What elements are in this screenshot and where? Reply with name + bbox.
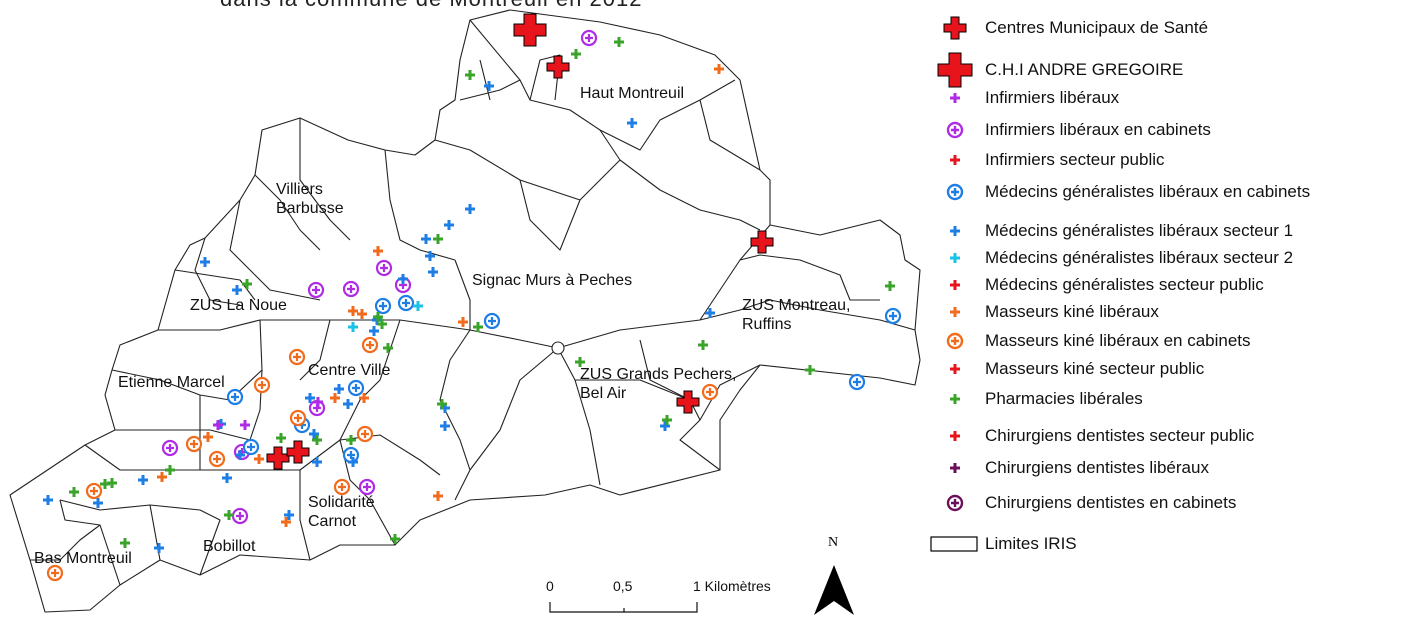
north-letter: N xyxy=(828,535,839,550)
nurse-cabinet-marker xyxy=(580,29,598,47)
gp-cabinet-marker xyxy=(374,297,392,315)
gp-cabinet-marker xyxy=(397,294,415,312)
physio-cabinet-marker xyxy=(46,564,64,582)
cross-icon xyxy=(950,394,960,404)
iris-boundaries-map xyxy=(9,9,921,613)
cross-icon xyxy=(950,463,960,473)
legend-item-mg-cabinets: Médecins généralistes libéraux en cabine… xyxy=(925,180,1310,204)
ring-cross-icon xyxy=(946,121,964,139)
area-label-etienne-marcel: Etienne Marcel xyxy=(118,374,225,391)
area-label-zus-montreau: ZUS Montreau, Ruffins xyxy=(742,297,851,333)
physio-cabinet-marker xyxy=(185,435,203,453)
legend-item-mg-secteur2: Médecins généralistes libéraux secteur 2 xyxy=(925,246,1293,270)
gp-cabinet-marker xyxy=(226,388,244,406)
legend-item-limites-iris: Limites IRIS xyxy=(925,532,1077,556)
gp-sector1-markers xyxy=(43,81,715,553)
health-centre-marker xyxy=(266,446,290,470)
legend-item-kine-cabinets: Masseurs kiné libéraux en cabinets xyxy=(925,329,1251,353)
cross-icon xyxy=(950,280,960,290)
legend-item-kine-public: Masseurs kiné secteur public xyxy=(925,357,1204,381)
physio-cabinet-marker xyxy=(253,376,271,394)
gp-cabinet-marker xyxy=(347,379,365,397)
map-panel: dans la commune de Montreuil en 2012 xyxy=(9,0,921,617)
cross-icon xyxy=(950,364,960,374)
physio-cabinet-marker xyxy=(333,478,351,496)
legend-item-centres-sante: Centres Municipaux de Santé xyxy=(925,16,1208,40)
scale-tick-0: 0 xyxy=(546,578,554,594)
legend-item-infirmiers-cabinets: Infirmiers libéraux en cabinets xyxy=(925,118,1211,142)
physio-cabinet-marker xyxy=(289,409,307,427)
huge-red-cross-icon xyxy=(937,52,973,88)
ring-cross-icon xyxy=(946,494,964,512)
big-red-cross-icon xyxy=(943,16,967,40)
legend-item-mg-secteur1: Médecins généralistes libéraux secteur 1 xyxy=(925,219,1293,243)
health-centre-marker xyxy=(750,230,774,254)
gp-cabinet-marker xyxy=(242,438,260,456)
physio-cabinet-marker xyxy=(208,450,226,468)
health-centre-marker xyxy=(546,55,570,79)
area-label-solidarite-carnot: Solidarité Carnot xyxy=(308,494,375,530)
nurse-cabinet-marker xyxy=(358,478,376,496)
north-arrow: N xyxy=(812,535,858,615)
pharmacy-markers xyxy=(69,37,895,548)
nurse-cabinet-marker xyxy=(375,259,393,277)
iris-boundary-icon xyxy=(930,536,978,552)
cross-icon xyxy=(950,307,960,317)
nurse-cabinet-marker xyxy=(161,439,179,457)
physio-cabinet-marker xyxy=(85,482,103,500)
area-label-bobillot: Bobillot xyxy=(203,538,256,555)
ring-cross-icon xyxy=(946,183,964,201)
cross-icon xyxy=(950,155,960,165)
legend-item-kine-liberaux: Masseurs kiné libéraux xyxy=(925,300,1159,324)
health-centre-marker xyxy=(286,440,310,464)
legend-item-dentistes-public: Chirurgiens dentistes secteur public xyxy=(925,424,1254,448)
gp-cabinet-marker xyxy=(848,373,866,391)
physio-liberal-markers xyxy=(157,64,724,527)
legend-item-infirmiers-liberaux: Infirmiers libéraux xyxy=(925,86,1119,110)
hospital-marker xyxy=(513,13,547,47)
area-label-centre-ville: Centre Ville xyxy=(308,362,391,379)
gp-cabinet-marker xyxy=(483,312,501,330)
gp-cabinet-marker xyxy=(884,307,902,325)
physio-cabinet-marker xyxy=(356,425,374,443)
cross-icon xyxy=(950,431,960,441)
legend-item-mg-public: Médecins généralistes secteur public xyxy=(925,273,1264,297)
map-title-partial: dans la commune de Montreuil en 2012 xyxy=(220,0,642,12)
ring-cross-icon xyxy=(946,332,964,350)
nurse-liberal-markers xyxy=(213,397,323,430)
scale-tick-1: 1 Kilomètres xyxy=(693,578,771,594)
area-label-signac: Signac Murs à Peches xyxy=(472,272,633,289)
gp-sector2-markers xyxy=(348,301,423,332)
area-label-villiers-barbusse: Villiers Barbusse xyxy=(276,181,344,217)
area-label-bas-montreuil: Bas Montreuil xyxy=(34,550,132,567)
physio-cabinet-marker xyxy=(288,348,306,366)
nurse-cabinet-marker xyxy=(342,280,360,298)
area-label-haut-montreuil: Haut Montreuil xyxy=(580,85,685,102)
legend-item-chi: C.H.I ANDRE GREGOIRE xyxy=(925,52,1183,88)
roundabout-marker xyxy=(551,341,565,355)
scale-bar: 0 0,5 1 Kilomètres xyxy=(540,572,800,617)
legend-item-pharmacies: Pharmacies libérales xyxy=(925,387,1143,411)
legend: Centres Municipaux de Santé C.H.I ANDRE … xyxy=(925,0,1419,617)
area-label-zus-la-noue: ZUS La Noue xyxy=(190,297,287,314)
scale-tick-half: 0,5 xyxy=(613,578,633,594)
cross-icon xyxy=(950,253,960,263)
legend-item-dentistes-cabinets: Chirurgiens dentistes en cabinets xyxy=(925,491,1236,515)
legend-item-dentistes-liberaux: Chirurgiens dentistes libéraux xyxy=(925,456,1209,480)
physio-cabinet-marker xyxy=(361,336,379,354)
health-centre-marker xyxy=(676,390,700,414)
legend-item-infirmiers-public: Infirmiers secteur public xyxy=(925,148,1165,172)
area-label-zus-grands-pechers: ZUS Grands Pechers, Bel Air xyxy=(580,366,737,402)
cross-icon xyxy=(950,226,960,236)
north-arrow-icon xyxy=(814,565,854,615)
nurse-cabinet-marker xyxy=(307,281,325,299)
nurse-cabinet-marker xyxy=(231,507,249,525)
gp-cabinet-marker xyxy=(342,446,360,464)
cross-icon xyxy=(950,93,960,103)
physio-cabinet-marker xyxy=(701,383,719,401)
